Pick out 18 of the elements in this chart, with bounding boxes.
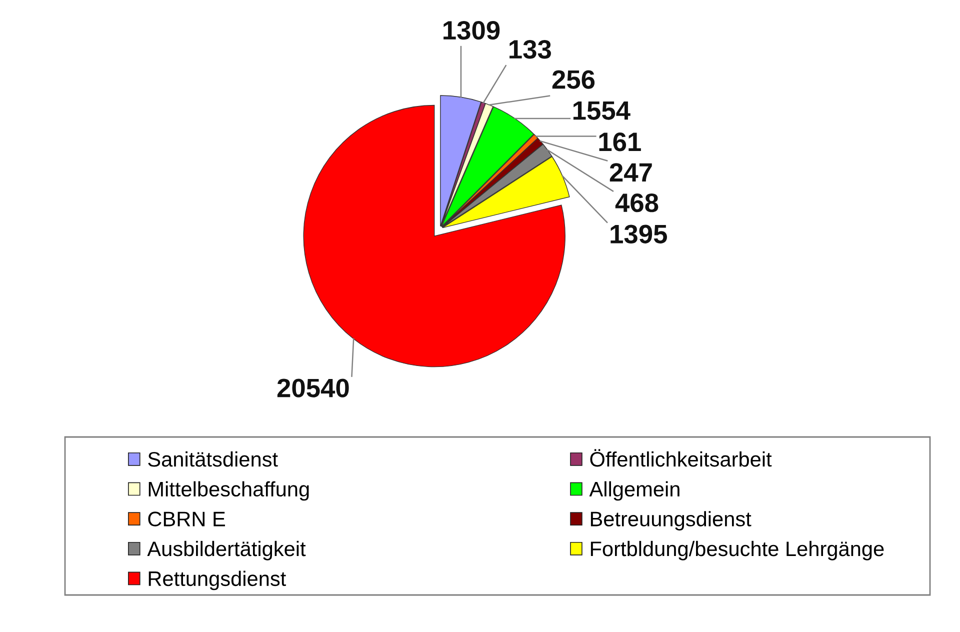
data-label: 1309 <box>444 20 500 40</box>
data-label: 256 <box>552 70 595 89</box>
data-label: 161 <box>599 132 641 152</box>
legend-label: Öffentlichkeitsarbeit <box>590 449 772 467</box>
legend-label: Rettungsdienst <box>148 570 286 590</box>
data-label: 133 <box>510 40 551 59</box>
data-label: 247 <box>610 163 652 182</box>
data-label: 468 <box>615 193 658 212</box>
data-label: 1554 <box>573 101 630 120</box>
legend-label: Betreuungsdienst <box>590 511 752 531</box>
legend-label: Ausbildertätigkeit <box>147 540 306 560</box>
legend-label: Allgemein <box>589 481 680 501</box>
data-label: 20540 <box>277 378 349 398</box>
legend-label: Sanitätsdienst <box>148 451 278 467</box>
legend-label: Mittelbeschaffung <box>148 481 309 501</box>
legend-label: Fortbldung/besuchte Lehrgänge <box>590 540 884 560</box>
data-label: 1395 <box>610 224 667 244</box>
legend-label: CBRN E <box>148 512 225 526</box>
